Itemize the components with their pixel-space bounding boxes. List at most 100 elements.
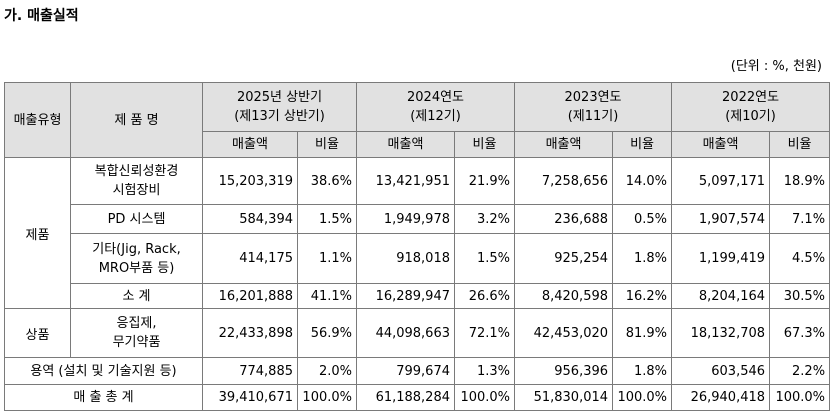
amount-cell: 8,204,164: [671, 283, 771, 309]
amount-cell: 1,949,978: [356, 204, 455, 234]
amount-cell: 1,907,574: [671, 204, 771, 234]
header-ratio: 비율: [453, 131, 516, 158]
ratio-cell: 14.0%: [612, 157, 673, 205]
name-line: 복합신뢰성환경: [94, 164, 179, 179]
ratio-cell: 100.0%: [612, 384, 673, 411]
ratio-cell: 1.3%: [453, 357, 516, 385]
name-line: 무기약품: [112, 335, 161, 350]
header-ratio: 비율: [769, 131, 831, 158]
name-line: 매 출 총 계: [73, 390, 134, 405]
header-sales-type: 매출유형: [4, 82, 71, 158]
amount-cell: 918,018: [356, 233, 455, 284]
table-row: 용역 (설치 및 기술지원 등) 774,885 2.0% 799,674 1.3% 9…: [4, 357, 831, 385]
period-year: 2024연도: [407, 90, 465, 105]
amount-cell: 16,201,888: [202, 283, 298, 309]
ratio-cell: 100.0%: [453, 384, 516, 411]
ratio-cell: 4.5%: [769, 233, 831, 284]
unit-note: (단위 : %, 천원): [730, 59, 822, 74]
header-period-2022: 2022연도 (제10기): [671, 82, 831, 132]
name-line: PD 시스템: [107, 211, 166, 227]
group-product: 제품: [4, 157, 71, 309]
amount-cell: 956,396: [514, 357, 614, 385]
amount-cell: 39,410,671: [202, 384, 298, 411]
period-year: 2025년 상반기: [236, 90, 323, 105]
period-year: 2023연도: [564, 90, 622, 105]
header-ratio: 비율: [297, 131, 357, 158]
amount-cell: 61,188,284: [356, 384, 455, 411]
header-row-subcols: 매출액 비율 매출액 비율 매출액 비율 매출액 비율: [5, 131, 831, 158]
amount-cell: 15,203,319: [202, 157, 298, 205]
name-line: MRO부품 등): [98, 260, 175, 276]
ratio-cell: 1.8%: [612, 357, 673, 385]
section-title: 가. 매출실적: [4, 8, 79, 24]
name-line: 응집제,: [116, 316, 157, 331]
ratio-cell: 7.1%: [769, 204, 831, 234]
ratio-cell: 1.5%: [297, 204, 357, 234]
table-row: 매 출 총 계 39,410,671 100.0% 61,188,284 100.0%…: [4, 384, 831, 411]
subtotal-label: 소 계: [70, 283, 203, 309]
service-label: 용역 (설치 및 기술지원 등): [4, 357, 203, 385]
ratio-cell: 0.5%: [612, 204, 673, 234]
ratio-cell: 18.9%: [769, 157, 831, 205]
table-row: 소 계 16,201,888 41.1% 16,289,947 26.6% 8,420,…: [5, 283, 831, 309]
product-name: 기타(Jig, Rack, MRO부품 등): [70, 233, 203, 284]
name-line: 기타(Jig, Rack,: [92, 241, 181, 257]
header-amount: 매출액: [356, 131, 455, 158]
period-year: 2022연도: [722, 90, 780, 105]
ratio-cell: 26.6%: [453, 283, 516, 309]
header-row-periods: 매출유형 제 품 명 2025년 상반기 (제13기 상반기) 2024연도 (…: [4, 82, 831, 158]
amount-cell: 925,254: [514, 233, 614, 284]
amount-cell: 51,830,014: [514, 384, 614, 411]
grand-total-label: 매 출 총 계: [4, 384, 203, 411]
ratio-cell: 1.1%: [297, 233, 357, 284]
ratio-cell: 2.2%: [769, 357, 831, 385]
header-amount: 매출액: [671, 131, 771, 158]
product-name: PD 시스템: [70, 204, 203, 234]
ratio-cell: 21.9%: [453, 157, 516, 205]
sales-table: 매출유형 제 품 명 2025년 상반기 (제13기 상반기) 2024연도 (…: [4, 82, 831, 411]
ratio-cell: 2.0%: [297, 357, 357, 385]
ratio-cell: 56.9%: [297, 308, 357, 358]
amount-cell: 26,940,418: [671, 384, 771, 411]
ratio-cell: 41.1%: [297, 283, 357, 309]
amount-cell: 16,289,947: [356, 283, 455, 309]
name-line: 소 계: [122, 288, 151, 304]
name-line: 용역 (설치 및 기술지원 등): [30, 363, 177, 379]
period-term: (제12기): [410, 109, 461, 124]
amount-cell: 7,258,656: [514, 157, 614, 205]
header-period-2023: 2023연도 (제11기): [514, 82, 673, 132]
amount-cell: 8,420,598: [514, 283, 614, 309]
period-term: (제11기): [567, 109, 619, 124]
amount-cell: 603,546: [671, 357, 771, 385]
ratio-cell: 38.6%: [297, 157, 357, 205]
header-period-2024: 2024연도 (제12기): [355, 82, 516, 132]
table-row: PD 시스템 584,394 1.5% 1,949,978 3.2% 236,688 0.…: [5, 204, 831, 234]
amount-cell: 44,098,663: [356, 308, 455, 358]
amount-cell: 13,421,951: [356, 157, 455, 205]
ratio-cell: 81.9%: [612, 308, 673, 358]
amount-cell: 414,175: [202, 233, 298, 284]
ratio-cell: 100.0%: [297, 384, 357, 411]
ratio-cell: 72.1%: [453, 308, 516, 358]
period-term: (제13기 상반기): [234, 109, 325, 124]
ratio-cell: 30.5%: [769, 283, 831, 309]
ratio-cell: 1.8%: [612, 233, 673, 284]
amount-cell: 799,674: [356, 357, 455, 385]
table-row: 기타(Jig, Rack, MRO부품 등) 414,175 1.1% 918,018…: [5, 233, 831, 284]
amount-cell: 236,688: [514, 204, 614, 234]
amount-cell: 774,885: [202, 357, 298, 385]
ratio-cell: 1.5%: [453, 233, 516, 284]
header-ratio: 비율: [612, 131, 673, 158]
header-amount: 매출액: [514, 131, 614, 158]
header-amount: 매출액: [202, 131, 298, 158]
product-name: 응집제, 무기약품: [70, 308, 203, 358]
group-goods: 상품: [4, 308, 71, 358]
period-term: (제10기): [725, 109, 776, 124]
amount-cell: 1,199,419: [671, 233, 771, 284]
ratio-cell: 16.2%: [612, 283, 673, 309]
table-row: 상품 응집제, 무기약품 22,433,898 56.9% 44,098,663 72.…: [4, 308, 831, 358]
name-line: 시험장비: [112, 183, 161, 198]
header-period-2025h1: 2025년 상반기 (제13기 상반기): [202, 82, 357, 132]
